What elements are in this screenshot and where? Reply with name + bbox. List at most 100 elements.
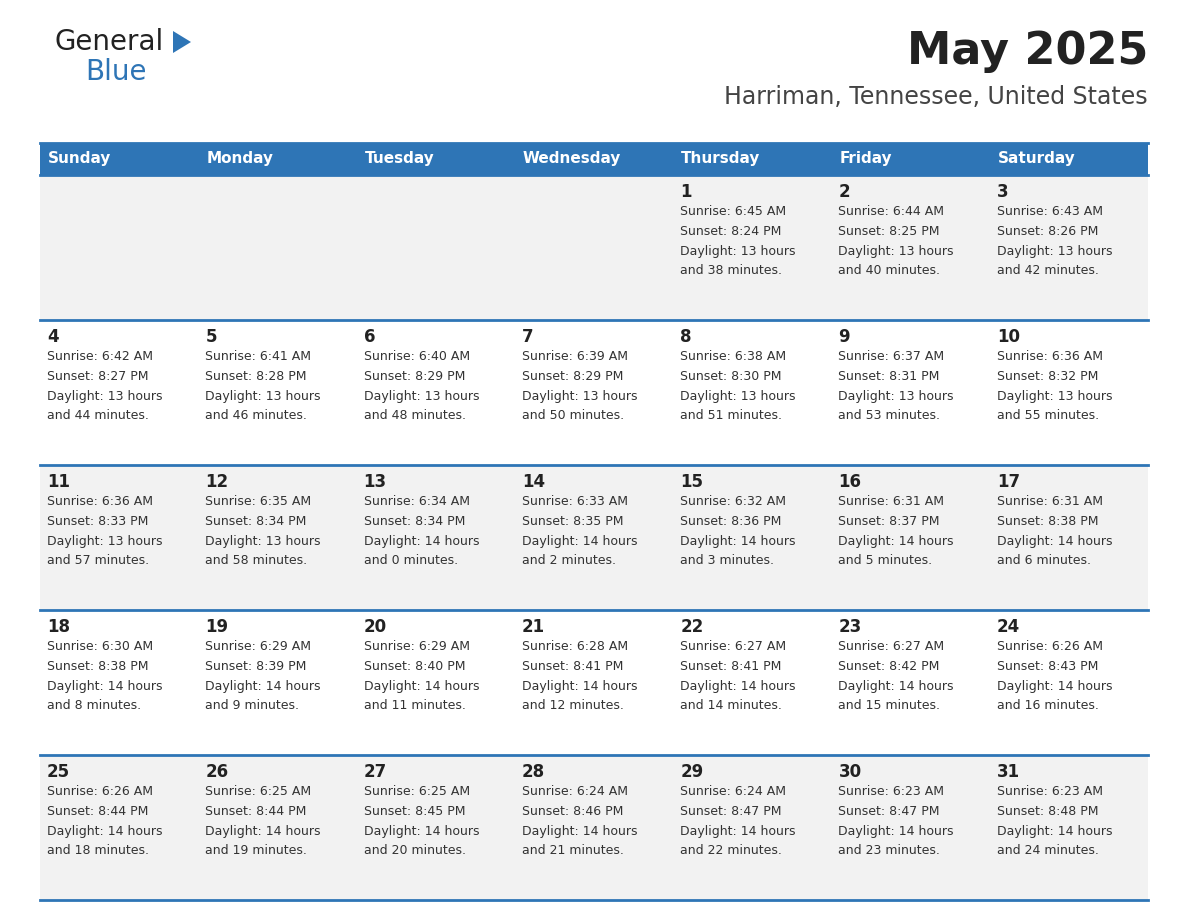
Text: and 5 minutes.: and 5 minutes.: [839, 554, 933, 567]
Text: General: General: [55, 28, 164, 56]
Text: Sunset: 8:41 PM: Sunset: 8:41 PM: [522, 660, 624, 673]
Text: Sunrise: 6:25 AM: Sunrise: 6:25 AM: [364, 785, 469, 798]
Text: Sunrise: 6:27 AM: Sunrise: 6:27 AM: [839, 640, 944, 653]
Bar: [198, 143, 356, 175]
Text: and 20 minutes.: and 20 minutes.: [364, 844, 466, 857]
Text: Sunset: 8:27 PM: Sunset: 8:27 PM: [48, 370, 148, 383]
Text: May 2025: May 2025: [906, 30, 1148, 73]
Text: Daylight: 14 hours: Daylight: 14 hours: [364, 535, 479, 548]
Text: Friday: Friday: [840, 151, 892, 166]
Text: 26: 26: [206, 763, 228, 781]
Text: Sunrise: 6:23 AM: Sunrise: 6:23 AM: [997, 785, 1102, 798]
Text: Sunrise: 6:32 AM: Sunrise: 6:32 AM: [681, 495, 786, 508]
Text: 25: 25: [48, 763, 70, 781]
Text: 30: 30: [839, 763, 861, 781]
Text: 18: 18: [48, 618, 70, 636]
Text: Sunrise: 6:28 AM: Sunrise: 6:28 AM: [522, 640, 628, 653]
Text: 3: 3: [997, 183, 1009, 201]
Text: Daylight: 14 hours: Daylight: 14 hours: [681, 825, 796, 838]
Text: Daylight: 14 hours: Daylight: 14 hours: [206, 680, 321, 693]
Text: Sunrise: 6:24 AM: Sunrise: 6:24 AM: [681, 785, 786, 798]
Text: 29: 29: [681, 763, 703, 781]
Text: Sunrise: 6:36 AM: Sunrise: 6:36 AM: [48, 495, 153, 508]
Text: and 16 minutes.: and 16 minutes.: [997, 699, 1099, 712]
Text: Sunset: 8:44 PM: Sunset: 8:44 PM: [48, 805, 148, 818]
Text: 1: 1: [681, 183, 691, 201]
Text: Daylight: 13 hours: Daylight: 13 hours: [206, 535, 321, 548]
Text: Sunset: 8:36 PM: Sunset: 8:36 PM: [681, 515, 782, 528]
Text: and 58 minutes.: and 58 minutes.: [206, 554, 308, 567]
Bar: [674, 143, 832, 175]
Text: and 40 minutes.: and 40 minutes.: [839, 264, 941, 277]
Text: 31: 31: [997, 763, 1019, 781]
Text: Daylight: 14 hours: Daylight: 14 hours: [48, 825, 163, 838]
Text: and 19 minutes.: and 19 minutes.: [206, 844, 308, 857]
Text: Sunset: 8:35 PM: Sunset: 8:35 PM: [522, 515, 624, 528]
Text: and 53 minutes.: and 53 minutes.: [839, 409, 941, 422]
Bar: [514, 143, 674, 175]
Bar: [40, 175, 1148, 320]
Text: Daylight: 13 hours: Daylight: 13 hours: [997, 390, 1112, 403]
Text: Daylight: 14 hours: Daylight: 14 hours: [681, 680, 796, 693]
Text: and 24 minutes.: and 24 minutes.: [997, 844, 1099, 857]
Text: Sunrise: 6:31 AM: Sunrise: 6:31 AM: [997, 495, 1102, 508]
Text: Daylight: 13 hours: Daylight: 13 hours: [48, 535, 163, 548]
Text: Sunrise: 6:41 AM: Sunrise: 6:41 AM: [206, 350, 311, 363]
Text: Blue: Blue: [86, 58, 146, 86]
Text: Sunrise: 6:26 AM: Sunrise: 6:26 AM: [48, 785, 153, 798]
Text: and 3 minutes.: and 3 minutes.: [681, 554, 775, 567]
Text: 21: 21: [522, 618, 545, 636]
Text: Daylight: 14 hours: Daylight: 14 hours: [364, 680, 479, 693]
Text: Sunrise: 6:27 AM: Sunrise: 6:27 AM: [681, 640, 786, 653]
Text: Sunset: 8:46 PM: Sunset: 8:46 PM: [522, 805, 624, 818]
Text: Monday: Monday: [207, 151, 273, 166]
Text: Tuesday: Tuesday: [365, 151, 435, 166]
Text: Sunset: 8:44 PM: Sunset: 8:44 PM: [206, 805, 307, 818]
Text: Daylight: 14 hours: Daylight: 14 hours: [48, 680, 163, 693]
Text: Sunrise: 6:25 AM: Sunrise: 6:25 AM: [206, 785, 311, 798]
Bar: [40, 610, 1148, 755]
Bar: [40, 320, 1148, 465]
Text: Daylight: 14 hours: Daylight: 14 hours: [997, 535, 1112, 548]
Text: and 55 minutes.: and 55 minutes.: [997, 409, 1099, 422]
Text: and 51 minutes.: and 51 minutes.: [681, 409, 782, 422]
Text: Daylight: 13 hours: Daylight: 13 hours: [839, 245, 954, 258]
Text: and 57 minutes.: and 57 minutes.: [48, 554, 150, 567]
Text: Sunset: 8:26 PM: Sunset: 8:26 PM: [997, 225, 1098, 238]
Text: Sunset: 8:24 PM: Sunset: 8:24 PM: [681, 225, 782, 238]
Text: and 0 minutes.: and 0 minutes.: [364, 554, 457, 567]
Text: Saturday: Saturday: [998, 151, 1075, 166]
Text: 13: 13: [364, 473, 387, 491]
Text: Sunset: 8:40 PM: Sunset: 8:40 PM: [364, 660, 465, 673]
Text: Daylight: 13 hours: Daylight: 13 hours: [839, 390, 954, 403]
Text: Sunset: 8:25 PM: Sunset: 8:25 PM: [839, 225, 940, 238]
Text: 10: 10: [997, 328, 1019, 346]
Text: 2: 2: [839, 183, 851, 201]
Text: and 44 minutes.: and 44 minutes.: [48, 409, 148, 422]
Text: Sunday: Sunday: [48, 151, 112, 166]
Text: Daylight: 13 hours: Daylight: 13 hours: [681, 245, 796, 258]
Text: and 42 minutes.: and 42 minutes.: [997, 264, 1099, 277]
Bar: [40, 755, 1148, 900]
Text: Sunrise: 6:38 AM: Sunrise: 6:38 AM: [681, 350, 786, 363]
Text: and 50 minutes.: and 50 minutes.: [522, 409, 624, 422]
Text: Sunrise: 6:26 AM: Sunrise: 6:26 AM: [997, 640, 1102, 653]
Text: 5: 5: [206, 328, 216, 346]
Text: Sunset: 8:39 PM: Sunset: 8:39 PM: [206, 660, 307, 673]
Text: 12: 12: [206, 473, 228, 491]
Text: 23: 23: [839, 618, 861, 636]
Text: 4: 4: [48, 328, 58, 346]
Text: Sunset: 8:29 PM: Sunset: 8:29 PM: [522, 370, 624, 383]
Text: Sunset: 8:33 PM: Sunset: 8:33 PM: [48, 515, 148, 528]
Text: 17: 17: [997, 473, 1019, 491]
Bar: [356, 143, 514, 175]
Bar: [990, 143, 1148, 175]
Text: and 18 minutes.: and 18 minutes.: [48, 844, 148, 857]
Text: 22: 22: [681, 618, 703, 636]
Text: and 11 minutes.: and 11 minutes.: [364, 699, 466, 712]
Text: 8: 8: [681, 328, 691, 346]
Text: Sunset: 8:47 PM: Sunset: 8:47 PM: [839, 805, 940, 818]
Text: and 12 minutes.: and 12 minutes.: [522, 699, 624, 712]
Text: and 8 minutes.: and 8 minutes.: [48, 699, 141, 712]
Text: Daylight: 14 hours: Daylight: 14 hours: [997, 680, 1112, 693]
